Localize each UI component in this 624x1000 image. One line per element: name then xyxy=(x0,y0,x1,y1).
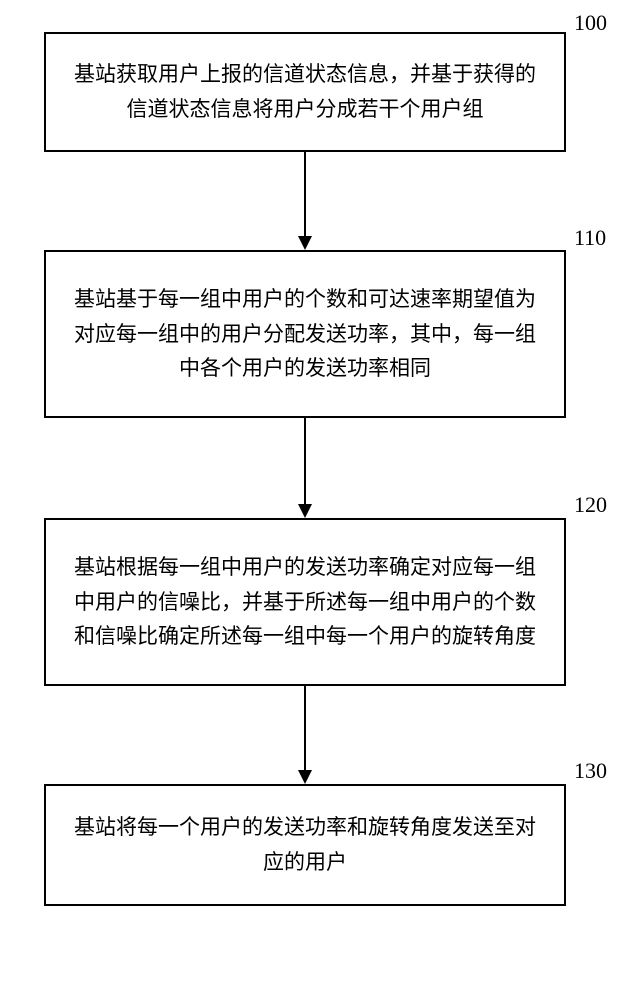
flow-step-0-text: 基站获取用户上报的信道状态信息，并基于获得的信道状态信息将用户分成若干个用户组 xyxy=(66,57,544,126)
flow-step-3-label: 130 xyxy=(574,758,607,784)
flow-step-3: 基站将每一个用户的发送功率和旋转角度发送至对应的用户 xyxy=(44,784,566,906)
flow-step-2-label: 120 xyxy=(574,492,607,518)
flow-step-1: 基站基于每一组中用户的个数和可达速率期望值为对应每一组中的用户分配发送功率，其中… xyxy=(44,250,566,418)
flow-step-0: 基站获取用户上报的信道状态信息，并基于获得的信道状态信息将用户分成若干个用户组 xyxy=(44,32,566,152)
flow-step-1-label: 110 xyxy=(574,225,606,251)
flow-step-2-text: 基站根据每一组中用户的发送功率确定对应每一组中用户的信噪比，并基于所述每一组中用… xyxy=(66,550,544,654)
flowchart-container: 基站获取用户上报的信道状态信息，并基于获得的信道状态信息将用户分成若干个用户组 … xyxy=(0,0,624,1000)
flow-step-0-label: 100 xyxy=(574,10,607,36)
flow-step-3-text: 基站将每一个用户的发送功率和旋转角度发送至对应的用户 xyxy=(66,810,544,879)
flow-step-1-text: 基站基于每一组中用户的个数和可达速率期望值为对应每一组中的用户分配发送功率，其中… xyxy=(66,282,544,386)
flow-step-2: 基站根据每一组中用户的发送功率确定对应每一组中用户的信噪比，并基于所述每一组中用… xyxy=(44,518,566,686)
